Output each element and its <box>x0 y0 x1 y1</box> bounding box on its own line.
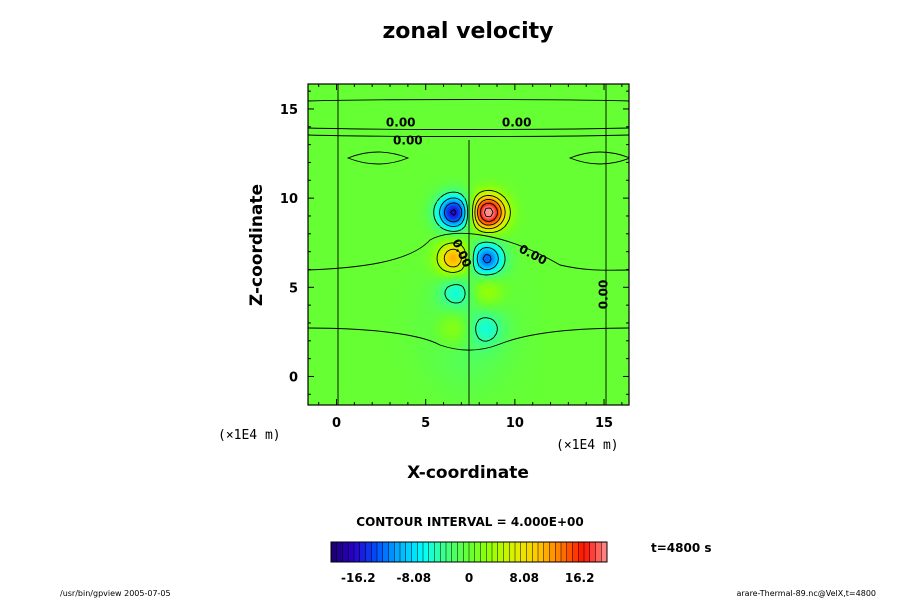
heatmap-field <box>308 84 629 405</box>
colorbar-swatch <box>388 542 395 562</box>
colorbar-swatch <box>532 542 539 562</box>
colorbar-swatch <box>555 542 562 562</box>
colorbar-swatch <box>411 542 418 562</box>
x-tick-label: 10 <box>506 416 524 431</box>
x-tick-label: 15 <box>595 416 613 431</box>
contour-level-8 <box>443 195 506 268</box>
colorbar-swatch <box>336 542 343 562</box>
colorbar-swatch <box>446 542 453 562</box>
colorbar-swatch <box>543 542 550 562</box>
colorbar-swatch <box>503 542 510 562</box>
colorbar-swatch <box>434 542 441 562</box>
x-unit-label: (×1E4 m) <box>556 438 619 453</box>
colorbar-swatch <box>601 542 608 562</box>
colorbar-swatch <box>342 542 349 562</box>
contour-level-20 <box>483 207 494 218</box>
colorbar-swatch <box>400 542 407 562</box>
colorbar-swatch <box>549 542 556 562</box>
colorbar-swatch <box>371 542 378 562</box>
axis-ticks: 0 5 10 15 0 5 10 15 <box>280 84 629 431</box>
colorbar-frame <box>330 541 608 563</box>
colorbar-swatch <box>382 542 389 562</box>
chart-title: zonal velocity <box>383 19 554 44</box>
y-tick-label: 10 <box>280 192 298 207</box>
colorbar-swatch <box>572 542 579 562</box>
colorbar-swatch <box>515 542 522 562</box>
zero-contour-line <box>308 327 629 351</box>
colorbar-swatch <box>492 542 499 562</box>
colorbar-swatch <box>365 542 372 562</box>
colorbar-swatch <box>428 542 435 562</box>
colorbar-swatch <box>589 542 596 562</box>
contour-level-m12 <box>443 202 492 264</box>
colorbar-swatch <box>520 542 527 562</box>
colorbar-swatch <box>331 542 338 562</box>
colorbar-swatch <box>417 542 424 562</box>
zero-contour-lens <box>568 151 629 165</box>
contour-level-4 <box>436 189 511 273</box>
colorbar-swatch <box>474 542 481 562</box>
y-tick-label: 0 <box>289 370 298 385</box>
colorbar-swatch <box>486 542 493 562</box>
contour-interval-text: CONTOUR INTERVAL = 4.000E+00 <box>356 515 583 529</box>
colorbar-tick-label: 0 <box>465 571 473 585</box>
colorbar-tick-label: 16.2 <box>565 571 595 585</box>
contour-level-m4 <box>433 191 506 342</box>
footer-right: arare-Thermal-89.nc@VelX,t=4800 <box>736 589 876 598</box>
contour-level-12 <box>476 198 502 226</box>
x-tick-label: 5 <box>421 416 430 431</box>
colorbar-tick-label: -8.08 <box>397 571 432 585</box>
y-tick-label: 15 <box>280 103 298 118</box>
colorbar-ticks: -16.2 -8.08 0 8.08 16.2 <box>341 571 594 585</box>
colorbar-swatch <box>469 542 476 562</box>
colorbar-swatch <box>394 542 401 562</box>
zero-contour-lens <box>346 151 410 165</box>
colorbar-swatch <box>354 542 361 562</box>
colorbar-swatch <box>457 542 464 562</box>
colorbar-swatch <box>348 542 355 562</box>
zero-contour-line <box>308 232 629 271</box>
zero-contour-line <box>308 127 629 130</box>
zero-contour-line <box>308 134 629 137</box>
colorbar-swatch <box>561 542 568 562</box>
colorbar-swatch <box>509 542 516 562</box>
x-tick-label: 0 <box>332 416 341 431</box>
contour-label: 0.00 <box>386 116 416 130</box>
y-tick-label: 5 <box>289 281 298 296</box>
colorbar-swatch <box>584 542 591 562</box>
colorbar-swatch <box>440 542 447 562</box>
contour-level-16 <box>479 202 499 222</box>
contour-label: 0.00 <box>393 134 423 148</box>
colorbar-swatch <box>578 542 585 562</box>
contour-level-m8 <box>439 197 499 271</box>
plot-area: 0.00 0.000.000.00 0.000.00 <box>308 84 629 405</box>
zero-contour-line <box>308 99 629 102</box>
colorbar-swatch <box>359 542 366 562</box>
colorbar-swatch <box>377 542 384 562</box>
contour-label: 0.00 <box>502 116 532 130</box>
footer-left: /usr/bin/gpview 2005-07-05 <box>60 589 171 598</box>
colorbar-swatch <box>405 542 412 562</box>
colorbar-tick-label: 8.08 <box>509 571 539 585</box>
y-axis-label: Z-coordinate <box>247 184 267 306</box>
contour-level-m16 <box>450 209 457 216</box>
contour-label: 0.00 <box>597 280 611 310</box>
colorbar <box>330 541 608 563</box>
plot-frame <box>307 83 630 406</box>
x-axis-label: X-coordinate <box>407 463 529 483</box>
contour-lines <box>308 84 629 405</box>
colorbar-swatch <box>480 542 487 562</box>
colorbar-swatch <box>497 542 504 562</box>
colorbar-swatch <box>538 542 545 562</box>
colorbar-swatch <box>423 542 430 562</box>
time-label: t=4800 s <box>651 541 712 555</box>
colorbar-swatch <box>463 542 470 562</box>
y-unit-label: (×1E4 m) <box>218 428 281 443</box>
colorbar-swatch <box>526 542 533 562</box>
colorbar-swatch <box>451 542 458 562</box>
colorbar-tick-label: -16.2 <box>341 571 376 585</box>
colorbar-swatch <box>566 542 573 562</box>
colorbar-swatch <box>595 542 602 562</box>
